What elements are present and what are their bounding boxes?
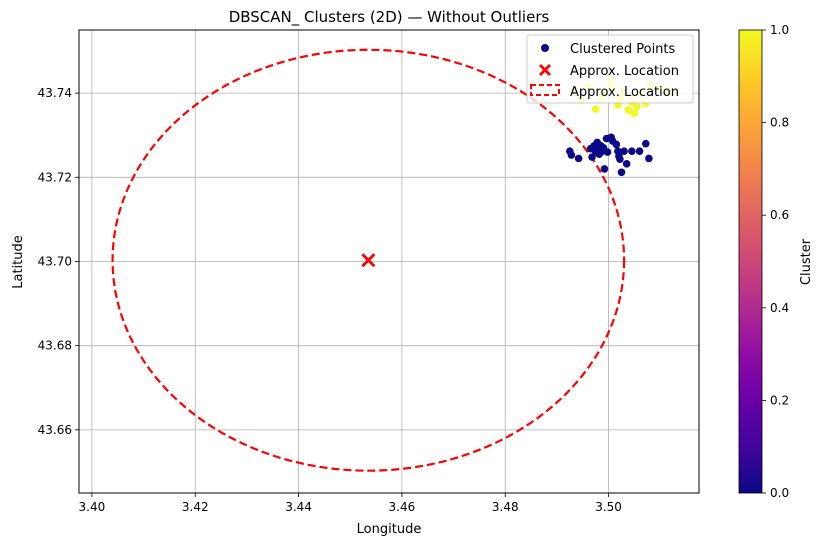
colorbar-tick-label: 0.0 xyxy=(770,486,789,500)
y-axis-ticks: 43.66 43.68 43.70 43.72 43.74 xyxy=(38,86,79,437)
x-axis-ticks: 3.40 3.42 3.44 3.46 3.48 3.50 xyxy=(79,493,622,514)
x-tick-label: 3.46 xyxy=(389,500,416,514)
cluster-point xyxy=(603,148,612,156)
x-tick-label: 3.42 xyxy=(182,500,209,514)
legend-label-approx-marker: Approx. Location xyxy=(570,64,679,79)
colorbar-tick-label: 0.6 xyxy=(770,208,789,222)
colorbar-tick-label: 1.0 xyxy=(770,23,789,37)
cluster-point xyxy=(616,155,624,164)
cluster-point xyxy=(622,160,631,168)
cluster-point xyxy=(617,168,626,177)
colorbar-tick-label: 0.4 xyxy=(770,301,789,315)
y-tick-label: 43.66 xyxy=(38,423,72,437)
legend-x-marker-icon xyxy=(539,64,551,76)
cluster-point xyxy=(574,154,583,163)
y-axis-label: Latitude xyxy=(11,235,26,289)
cluster-point xyxy=(600,165,609,173)
colorbar-tick-label: 0.8 xyxy=(770,116,789,130)
y-tick-label: 43.74 xyxy=(38,86,72,100)
legend-dashed-ellipse-icon xyxy=(530,84,560,96)
cluster-point xyxy=(630,109,639,118)
colorbar-label: Cluster xyxy=(799,238,814,285)
x-tick-label: 3.44 xyxy=(285,500,312,514)
cluster-point xyxy=(628,147,636,156)
colorbar xyxy=(738,29,763,494)
approx-location-marker-layer xyxy=(361,253,376,268)
colorbar-ticks: 0.0 0.2 0.4 0.6 0.8 1.0 xyxy=(762,23,789,500)
legend-label-approx-ellipse: Approx. Location xyxy=(570,85,679,100)
cluster-point xyxy=(567,151,576,159)
y-tick-label: 43.70 xyxy=(38,255,72,269)
legend-box xyxy=(526,34,694,104)
cluster-point xyxy=(633,102,641,111)
cluster-point xyxy=(635,147,644,156)
grid-lines xyxy=(79,30,699,493)
x-axis-label: Longitude xyxy=(357,522,422,537)
legend: Clustered Points Approx. Location Approx… xyxy=(526,34,694,104)
cluster-point xyxy=(591,105,600,113)
legend-dot-icon xyxy=(541,44,549,52)
x-tick-label: 3.50 xyxy=(595,500,622,514)
colorbar-tick-label: 0.2 xyxy=(770,393,789,407)
approx-location-ellipse-layer xyxy=(111,48,626,472)
x-tick-label: 3.40 xyxy=(79,500,106,514)
cluster-point xyxy=(612,140,621,149)
y-tick-label: 43.68 xyxy=(38,339,72,353)
chart-title: DBSCAN_ Clusters (2D) — Without Outliers xyxy=(229,8,550,27)
cluster-point xyxy=(620,147,628,156)
approx-location-x-marker xyxy=(361,253,376,268)
cluster-point xyxy=(641,139,650,148)
cluster-point xyxy=(624,106,633,114)
cluster-point xyxy=(645,154,653,163)
x-tick-label: 3.48 xyxy=(492,500,519,514)
approx-location-ellipse xyxy=(111,48,626,472)
legend-label-clustered: Clustered Points xyxy=(570,42,676,57)
y-tick-label: 43.72 xyxy=(38,170,72,184)
